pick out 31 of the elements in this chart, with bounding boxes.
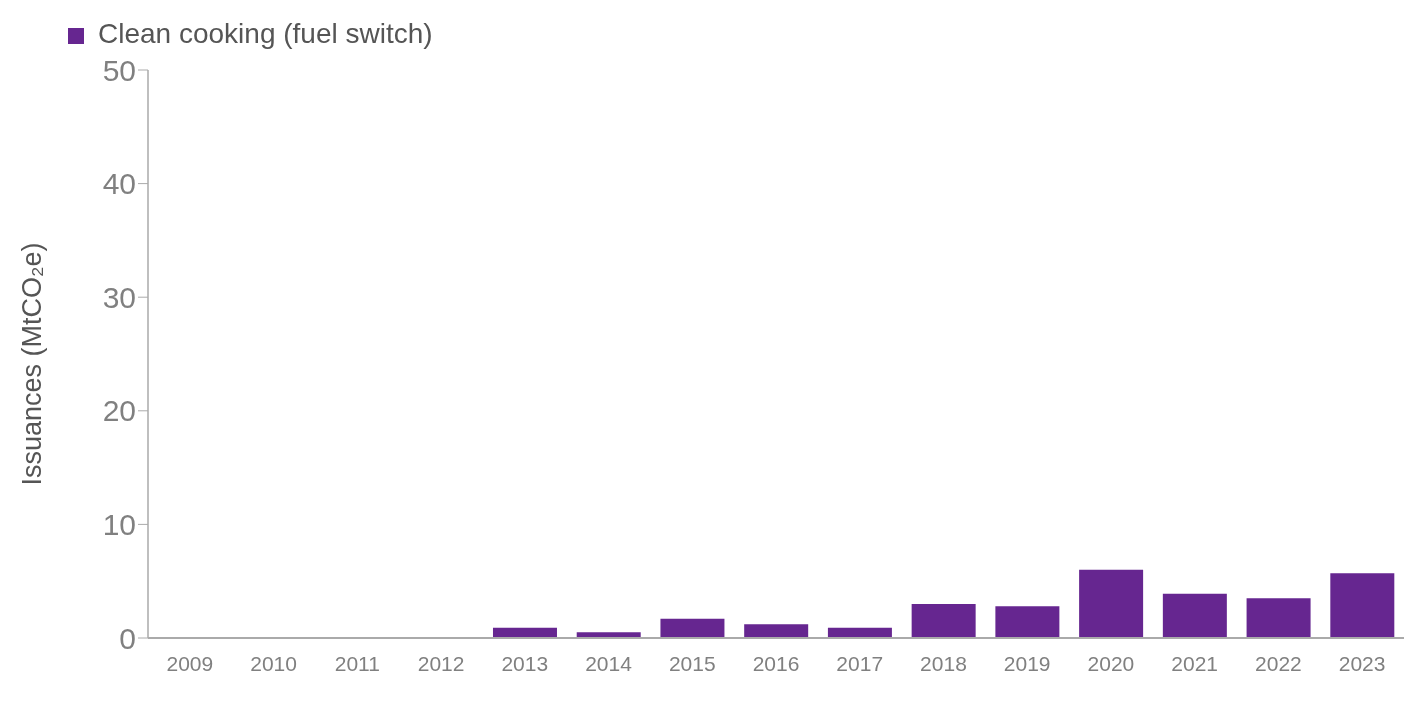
y-tick-label: 50 — [102, 53, 136, 87]
x-tick-label: 2018 — [920, 651, 967, 675]
bar — [660, 618, 725, 638]
x-tick-label: 2014 — [585, 651, 633, 675]
y-axis-title: Issuances (MtCO₂e) — [16, 242, 47, 486]
x-tick-label: 2016 — [752, 651, 800, 675]
x-tick-label: 2013 — [501, 651, 549, 675]
bar — [1246, 598, 1311, 638]
bar — [1330, 573, 1395, 638]
y-tick-label: 10 — [102, 508, 136, 542]
x-tick-label: 2012 — [417, 651, 465, 675]
y-tick-label: 20 — [102, 394, 136, 428]
x-tick-label: 2017 — [836, 651, 884, 675]
legend-label: Clean cooking (fuel switch) — [98, 18, 433, 49]
x-tick-label: 2009 — [166, 651, 214, 675]
x-tick-label: 2020 — [1087, 651, 1135, 675]
x-tick-label: 2022 — [1255, 651, 1302, 675]
x-tick-label: 2023 — [1338, 651, 1386, 675]
y-tick-label: 0 — [119, 621, 136, 655]
bar — [1162, 593, 1227, 638]
bar — [1079, 569, 1144, 638]
bar — [995, 606, 1060, 638]
x-tick-label: 2015 — [668, 651, 716, 675]
y-tick-label: 30 — [102, 280, 136, 314]
y-tick-label: 40 — [102, 167, 136, 201]
bar — [744, 624, 809, 638]
x-tick-label: 2021 — [1171, 651, 1219, 675]
bar — [911, 603, 976, 638]
x-tick-label: 2011 — [334, 651, 380, 675]
x-tick-label: 2010 — [250, 651, 297, 675]
x-tick-label: 2019 — [1003, 651, 1051, 675]
